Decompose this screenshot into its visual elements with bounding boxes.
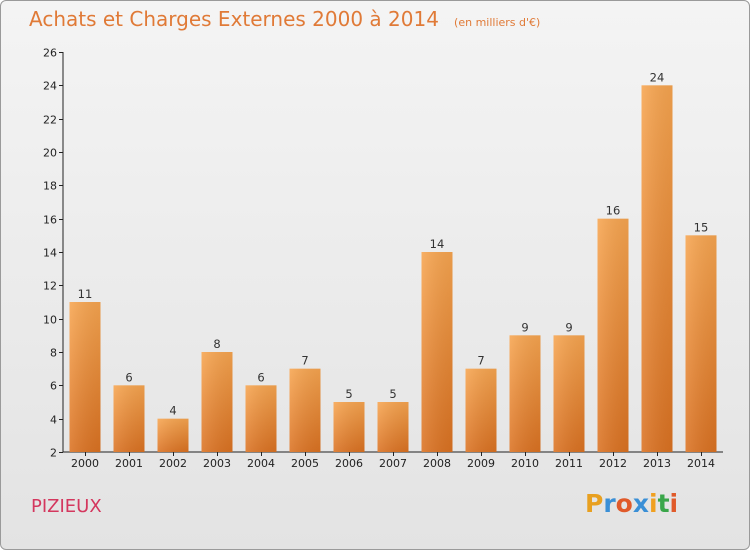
x-tick-label: 2014 xyxy=(687,457,715,470)
bar-shade xyxy=(685,235,717,452)
y-tick-label: 18 xyxy=(43,180,57,193)
x-tick-label: 2005 xyxy=(291,457,319,470)
logo-letter: r xyxy=(603,489,616,518)
title-block: Achats et Charges Externes 2000 à 2014 (… xyxy=(29,7,540,31)
bar-shade xyxy=(157,418,189,452)
bar-value-label: 7 xyxy=(301,354,308,368)
x-tick-label: 2000 xyxy=(71,457,99,470)
x-tick-label: 2009 xyxy=(467,457,495,470)
proxiti-logo: Proxiti xyxy=(585,489,678,518)
bar-shade xyxy=(289,368,321,452)
bar-value-label: 5 xyxy=(345,387,352,401)
x-tick-label: 2002 xyxy=(159,457,187,470)
logo-letter: i xyxy=(669,489,679,518)
x-tick-label: 2011 xyxy=(555,457,583,470)
x-tick-label: 2007 xyxy=(379,457,407,470)
bar-shade xyxy=(641,85,673,452)
bar-value-label: 6 xyxy=(125,370,132,384)
y-tick-label: 12 xyxy=(43,280,57,293)
logo-letter: P xyxy=(585,489,604,518)
bar-value-label: 16 xyxy=(606,204,621,218)
x-tick-label: 2004 xyxy=(247,457,275,470)
y-tick-label: 20 xyxy=(43,147,57,160)
bar-shade xyxy=(597,218,629,452)
bar-value-label: 4 xyxy=(169,404,176,418)
x-tick-label: 2013 xyxy=(643,457,671,470)
bar-shade xyxy=(113,385,145,452)
logo-letter: o xyxy=(615,489,633,518)
bar-value-label: 5 xyxy=(389,387,396,401)
x-tick-label: 2006 xyxy=(335,457,363,470)
bar-shade xyxy=(509,335,541,452)
x-tick-label: 2003 xyxy=(203,457,231,470)
y-tick-label: 2 xyxy=(50,447,57,460)
bar-value-label: 11 xyxy=(78,287,93,301)
bar-value-label: 7 xyxy=(477,354,484,368)
bar-value-label: 8 xyxy=(213,337,220,351)
logo-letter: i xyxy=(649,489,658,518)
bar-shade xyxy=(465,368,497,452)
bar-value-label: 14 xyxy=(430,237,445,251)
y-tick-label: 14 xyxy=(43,247,57,260)
bar-value-label: 9 xyxy=(565,320,572,334)
y-tick-label: 6 xyxy=(50,380,57,393)
chart-title: Achats et Charges Externes 2000 à 2014 xyxy=(29,7,439,31)
x-tick-label: 2012 xyxy=(599,457,627,470)
chart-unit: (en milliers d'€) xyxy=(454,16,541,29)
logo-letter: t xyxy=(657,489,670,518)
bar-shade xyxy=(201,352,233,452)
town-name: PIZIEUX xyxy=(31,496,102,517)
bar-value-label: 6 xyxy=(257,370,264,384)
bar-shade xyxy=(245,385,277,452)
bar-shade xyxy=(333,402,365,452)
y-tick-label: 16 xyxy=(43,214,57,227)
x-tick-label: 2008 xyxy=(423,457,451,470)
x-tick-label: 2001 xyxy=(115,457,143,470)
bar-value-label: 24 xyxy=(650,70,665,84)
y-tick-label: 24 xyxy=(43,80,57,93)
bar-shade xyxy=(421,252,453,452)
y-tick-label: 26 xyxy=(43,47,57,60)
bar-value-label: 9 xyxy=(521,320,528,334)
y-tick-label: 4 xyxy=(50,414,57,427)
logo-letter: x xyxy=(632,489,649,518)
y-tick-label: 22 xyxy=(43,114,57,127)
bar-shade xyxy=(377,402,409,452)
y-tick-label: 10 xyxy=(43,314,57,327)
x-tick-label: 2010 xyxy=(511,457,539,470)
bar-value-label: 15 xyxy=(694,220,709,234)
bar-shade xyxy=(553,335,585,452)
bar-shade xyxy=(69,302,101,452)
y-tick-label: 8 xyxy=(50,347,57,360)
